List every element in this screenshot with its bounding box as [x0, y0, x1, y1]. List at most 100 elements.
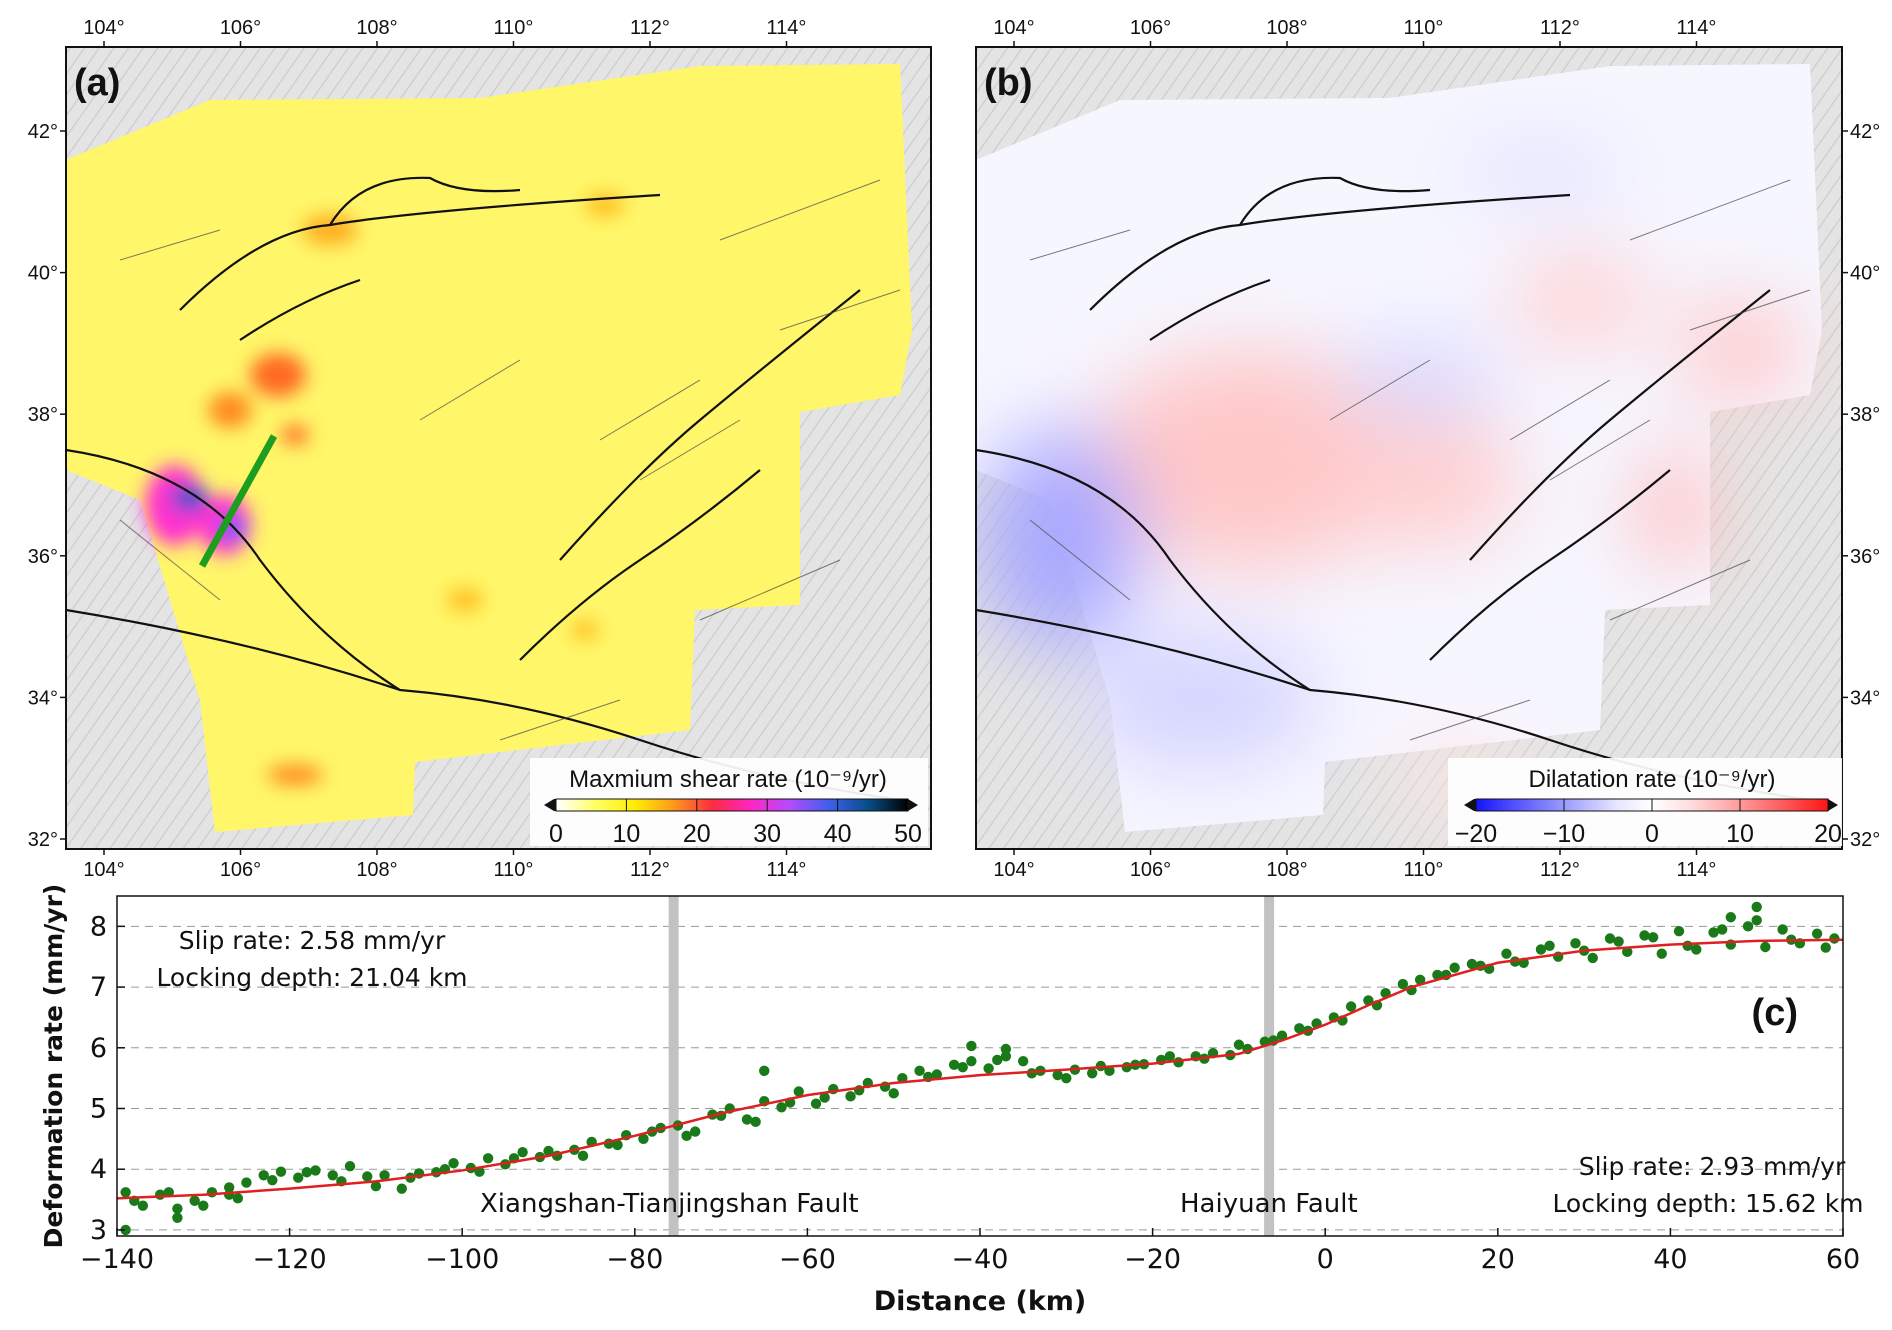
lon-tick-label: 114° [1677, 859, 1717, 881]
x-tick-label: 20 [1481, 1244, 1515, 1275]
x-tick-label: 60 [1826, 1244, 1860, 1275]
colorbar-tick-label: 0 [549, 820, 563, 848]
panel-label-b: (b) [984, 62, 1033, 104]
data-point [1052, 1069, 1063, 1081]
fault-marker-band [1264, 896, 1275, 1236]
data-point [888, 1088, 899, 1099]
data-point [1691, 944, 1702, 955]
lon-tick-label: 108° [1266, 859, 1307, 881]
shear-rate-coverage [66, 64, 912, 832]
colorbar-ticks-b: −20 −10 0 10 20 [1455, 799, 1842, 848]
annotation-locking-depth-left: Locking depth: 21.04 km [156, 963, 467, 992]
map-frame-a [65, 46, 932, 850]
panel-b-map: (b) Dilatation rate (10⁻⁹/yr) −20 −10 0 10 2… [975, 17, 1880, 881]
fault-markers [668, 896, 1275, 1236]
y-tick-label: 5 [90, 1094, 107, 1125]
data-point [206, 1187, 218, 1198]
fault-label-haiyuan: Haiyuan Fault [1180, 1189, 1358, 1219]
colorbar-title-a: Maxmium shear rate (10⁻⁹/yr) [569, 766, 887, 793]
lon-tick-label: 104° [83, 17, 124, 39]
data-point [983, 1063, 994, 1074]
x-axis-label: Distance (km) [874, 1286, 1087, 1317]
lat-tick-label: 36° [1850, 546, 1880, 568]
x-tick-label: −120 [253, 1244, 327, 1275]
data-point [1061, 1072, 1072, 1084]
data-point [543, 1145, 554, 1157]
minor-faults [119, 179, 901, 741]
lon-tick-label: 108° [356, 859, 397, 881]
data-point [1751, 915, 1762, 926]
data-point [1647, 932, 1659, 943]
lon-tick-label: 110° [494, 17, 534, 39]
data-point [172, 1212, 183, 1223]
lon-tick-label: 106° [220, 17, 261, 39]
annotation-locking-depth-right: Locking depth: 15.62 km [1552, 1189, 1863, 1218]
colorbar-bar-a [555, 798, 909, 812]
lat-tick-label: 36° [28, 546, 58, 568]
data-point [1570, 938, 1581, 949]
data-point [1086, 1068, 1098, 1079]
data-point [1708, 927, 1719, 938]
lon-axis-bottom-a: 104° 106° 108° 110° 112° 114° [83, 849, 806, 881]
data-point [275, 1166, 287, 1177]
data-point [396, 1183, 407, 1194]
data-point [793, 1086, 804, 1097]
y-tick-label: 7 [90, 972, 107, 1003]
data-point [1000, 1051, 1012, 1062]
data-point [223, 1189, 235, 1200]
data-point [776, 1102, 787, 1113]
data-point [966, 1055, 977, 1067]
minor-faults [1029, 179, 1811, 741]
annotation-slip-rate-right: Slip rate: 2.93 mm/yr [1579, 1152, 1846, 1181]
x-tick-label: −60 [779, 1244, 836, 1275]
colorbar-arrow-right-a [908, 799, 918, 811]
x-tick-label: −80 [606, 1244, 663, 1275]
lon-tick-label: 108° [1266, 17, 1307, 39]
data-point [344, 1160, 356, 1172]
data-point [1432, 969, 1443, 981]
data-point [1501, 948, 1512, 959]
colorbar-tick-label: 30 [753, 820, 781, 848]
gridlines [117, 925, 1843, 1231]
data-point [1345, 1001, 1357, 1012]
panel-a-map: (a) Maxmium shear rate (10⁻⁹/yr) 0 10 20 30… [28, 17, 932, 881]
lon-tick-label: 106° [220, 859, 261, 881]
data-point [267, 1174, 278, 1186]
data-point [198, 1200, 209, 1211]
colorbar-tick-label: 20 [683, 820, 711, 848]
colorbar-tick-label: 10 [1726, 820, 1754, 848]
data-point [258, 1170, 269, 1181]
lon-tick-label: 112° [630, 859, 670, 881]
colorbar-title-b: Dilatation rate (10⁻⁹/yr) [1528, 766, 1775, 793]
data-point [1017, 1055, 1029, 1067]
data-point [1820, 942, 1831, 953]
x-axis-ticks: −140 −120 −100 −80 −60 −40 −20 0 20 40 60 [80, 1228, 1860, 1275]
x-tick-label: 40 [1653, 1244, 1687, 1275]
data-point [957, 1062, 968, 1073]
data-point [120, 1187, 131, 1198]
x-tick-label: −40 [952, 1244, 1009, 1275]
data-point [1104, 1065, 1115, 1077]
lat-tick-label: 38° [1850, 404, 1880, 426]
colorbar-arrow-left-a [544, 799, 556, 811]
data-point [1777, 924, 1788, 935]
y-tick-label: 8 [90, 911, 107, 942]
data-point [1622, 946, 1633, 958]
lon-axis-top-b: 104° 106° 108° 110° 112° 114° [993, 17, 1716, 47]
lon-axis-bottom-b: 104° 106° 108° 110° 112° 114° [993, 849, 1716, 881]
data-point [232, 1193, 244, 1204]
lon-tick-label: 106° [1130, 859, 1171, 881]
data-point [741, 1114, 753, 1125]
lon-tick-label: 112° [630, 17, 670, 39]
data-point [931, 1069, 943, 1080]
lon-tick-label: 110° [1404, 859, 1444, 881]
colorbar-ticks-a: 0 10 20 30 40 50 [549, 799, 922, 848]
data-point [1544, 940, 1555, 951]
data-point [223, 1182, 235, 1193]
x-tick-label: −20 [1124, 1244, 1181, 1275]
lat-tick-label: 34° [1850, 687, 1880, 709]
lat-axis-b: 42° 40° 38° 36° 34° 32° [1842, 121, 1880, 851]
lon-tick-label: 104° [83, 859, 124, 881]
data-point [327, 1170, 338, 1181]
data-point [1811, 928, 1823, 939]
